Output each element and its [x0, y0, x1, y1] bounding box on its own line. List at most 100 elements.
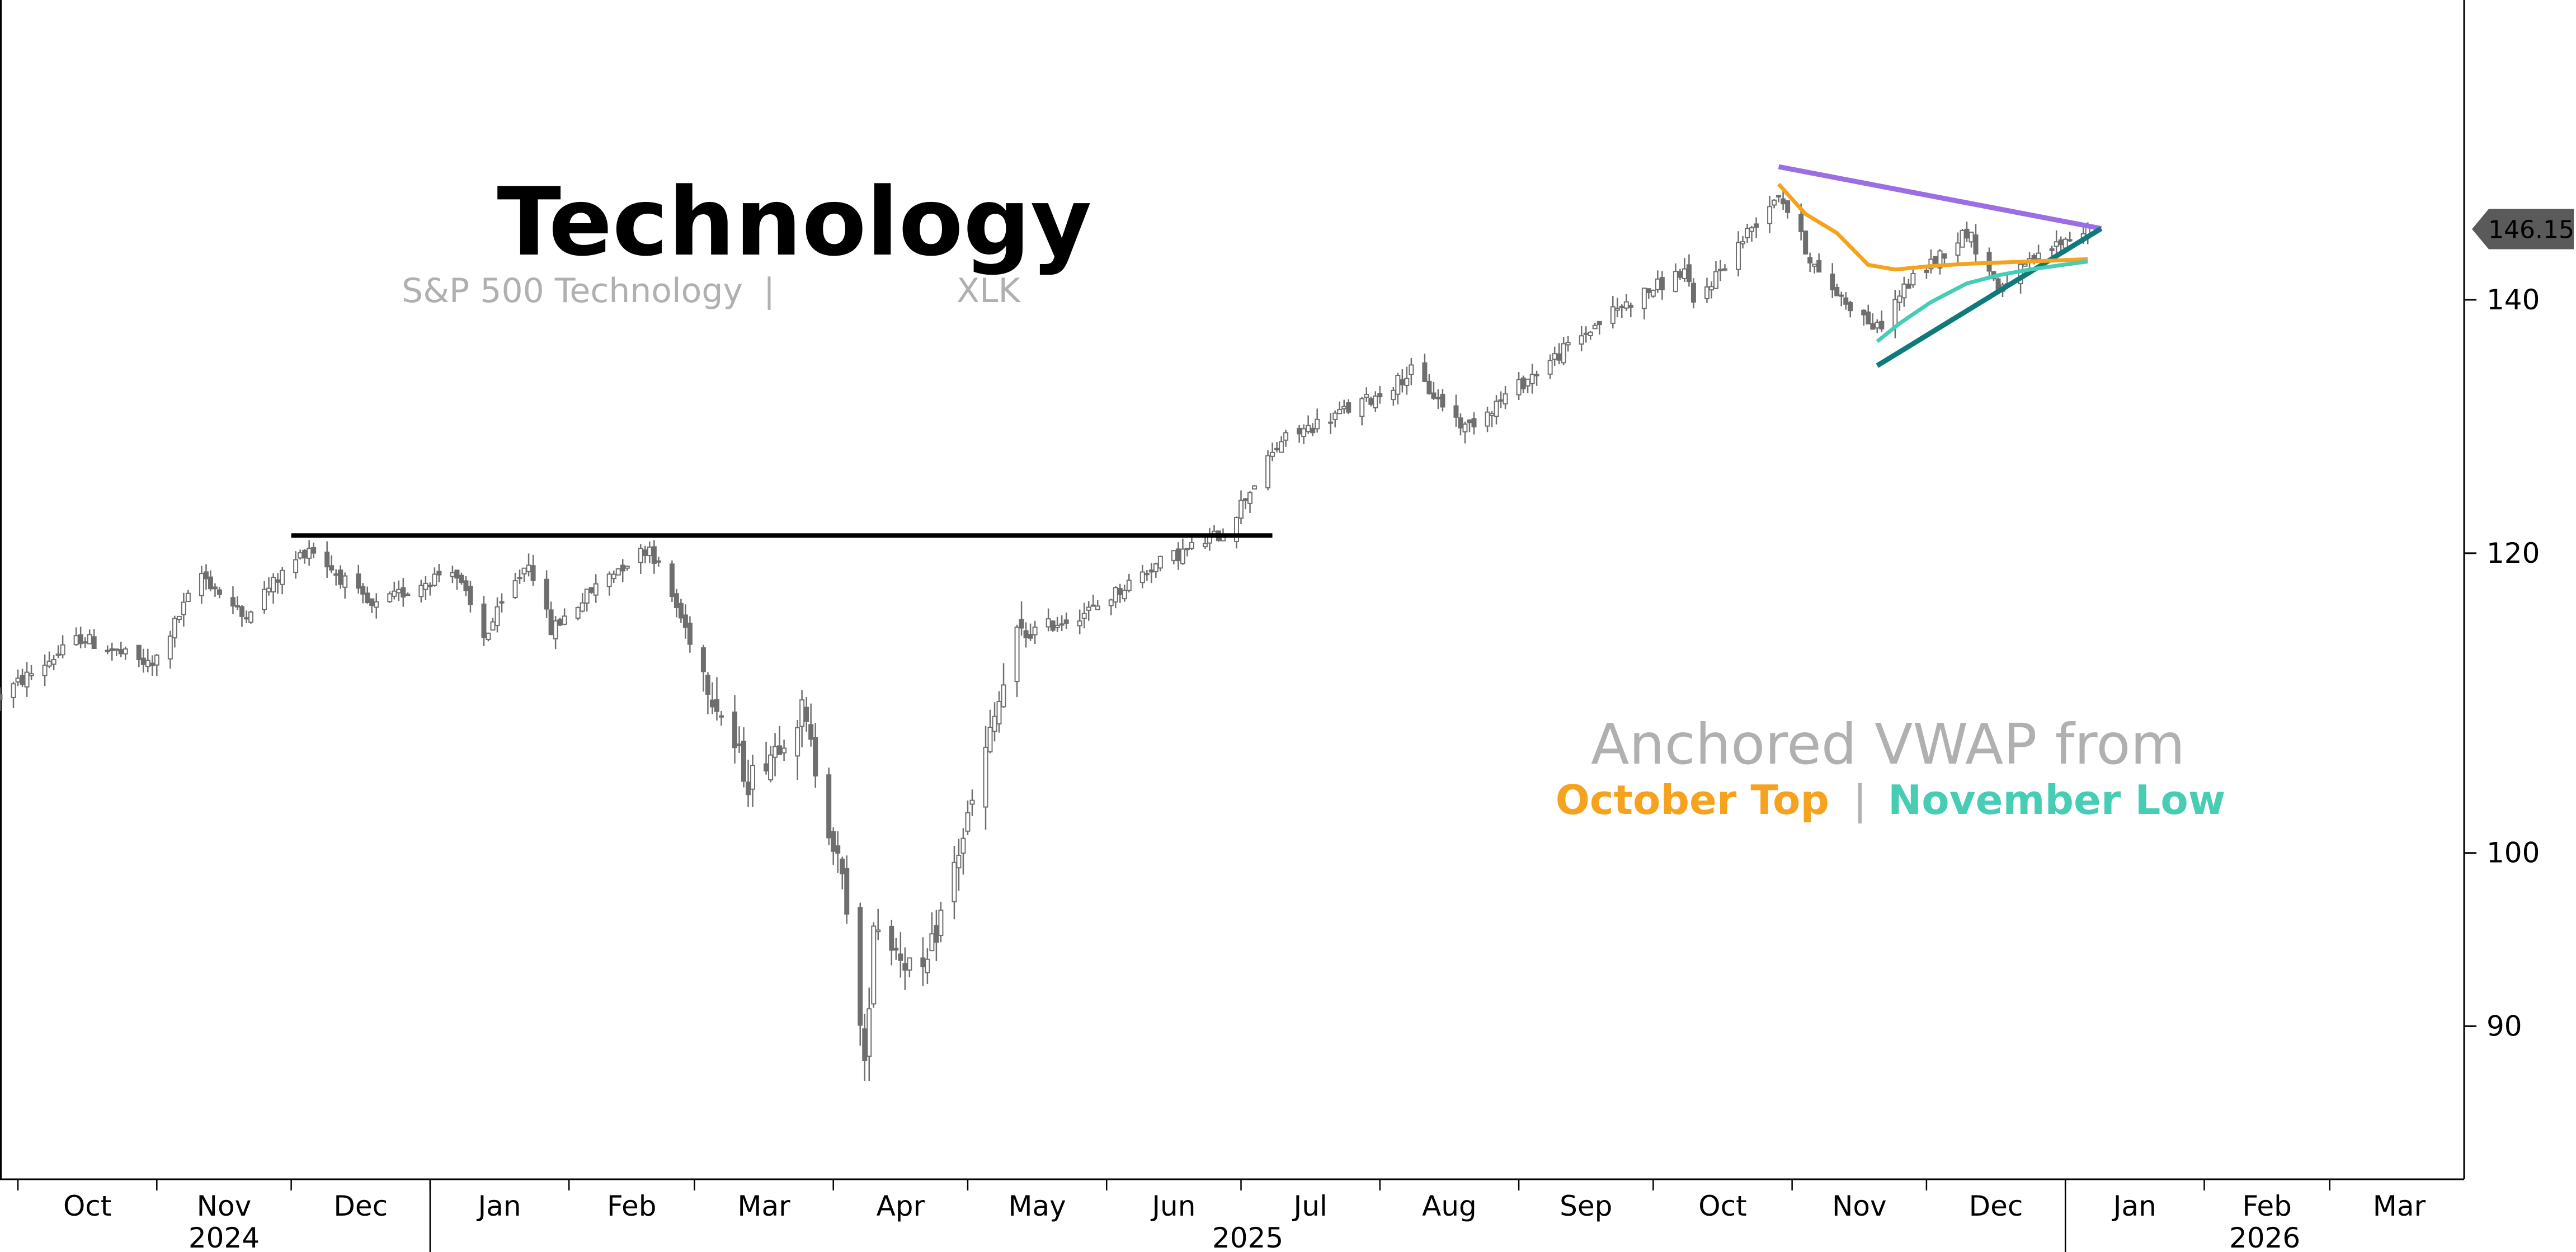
candle: [1754, 217, 1759, 238]
candle: [893, 938, 899, 960]
candle: [960, 828, 966, 875]
candle: [1310, 423, 1316, 436]
candle: [1614, 298, 1620, 317]
candle: [1046, 608, 1051, 632]
candle: [1494, 395, 1499, 425]
candle: [920, 937, 926, 986]
candle: [1489, 411, 1495, 427]
candle: [624, 565, 630, 571]
candle: [145, 648, 150, 672]
candle: [60, 635, 65, 658]
candle: [1032, 620, 1038, 644]
candle: [777, 726, 783, 755]
candle: [1153, 562, 1159, 578]
candle: [55, 645, 61, 658]
candle: [764, 741, 769, 775]
candle: [1830, 263, 1835, 298]
candle: [1306, 415, 1311, 434]
candle: [481, 596, 487, 646]
triangle-upper-line: [1778, 164, 2102, 231]
candle: [118, 642, 124, 657]
candle: [813, 723, 818, 788]
annotation-separator: |: [1853, 776, 1867, 824]
last-price-label: 146.15: [2488, 215, 2574, 244]
candle: [1175, 542, 1181, 570]
candle: [1870, 313, 1876, 330]
candle: [615, 568, 621, 576]
candle: [1485, 406, 1490, 432]
candle: [1520, 375, 1526, 393]
trend-lines: [291, 164, 2103, 538]
candle: [459, 572, 464, 585]
candle: [1960, 228, 1965, 248]
candle: [1265, 450, 1271, 491]
candle: [212, 583, 218, 597]
candle: [154, 654, 159, 676]
candle: [831, 827, 836, 865]
x-month-label: Oct: [1698, 1190, 1746, 1222]
candle: [167, 630, 173, 669]
candle: [307, 540, 312, 566]
candle: [1122, 584, 1127, 602]
x-month-label: Mar: [2373, 1190, 2426, 1222]
candle: [1431, 382, 1437, 400]
candle: [858, 902, 863, 1046]
candle: [1180, 538, 1185, 565]
candle: [1740, 236, 1746, 249]
candle: [262, 581, 267, 614]
candle: [992, 702, 997, 742]
candle: [799, 690, 805, 747]
candle: [1713, 261, 1718, 289]
candle: [1373, 391, 1378, 412]
candle: [1440, 389, 1445, 412]
candle: [1081, 603, 1087, 629]
candle: [0, 687, 3, 711]
candle: [840, 856, 845, 889]
candle: [1086, 601, 1091, 621]
candle: [1973, 224, 1979, 265]
candle: [468, 581, 473, 613]
candle: [682, 604, 688, 639]
y-tick-label: 90: [2486, 1010, 2522, 1042]
candle: [1211, 525, 1217, 534]
candle: [593, 574, 599, 603]
candle: [208, 570, 213, 591]
candle: [588, 587, 594, 594]
candle: [1641, 288, 1647, 320]
candle: [432, 567, 437, 587]
candle: [1028, 623, 1033, 641]
candle: [1812, 263, 1817, 274]
candle: [1364, 387, 1369, 402]
candle: [512, 573, 518, 599]
candle: [1924, 268, 1929, 279]
x-month-label: Feb: [2242, 1190, 2292, 1222]
candle: [1803, 230, 1809, 255]
candle: [1503, 386, 1508, 410]
candle: [1279, 436, 1284, 453]
candle: [499, 593, 505, 613]
candle: [1422, 354, 1428, 383]
candle: [91, 629, 97, 649]
candle: [1054, 616, 1060, 632]
x-year-label: 2025: [1212, 1222, 1283, 1252]
candle: [521, 567, 527, 582]
candle: [674, 589, 679, 618]
candle: [454, 569, 460, 590]
candle: [1207, 528, 1212, 551]
candle: [1108, 599, 1114, 615]
candle: [2036, 244, 2041, 260]
candle: [1404, 366, 1410, 395]
candlestick-series: [0, 188, 2090, 1081]
candle: [1534, 370, 1539, 386]
candle: [714, 677, 719, 721]
candle: [678, 599, 684, 623]
candle: [1597, 321, 1602, 335]
candle: [401, 578, 406, 607]
candle: [1395, 373, 1401, 404]
candle: [1704, 277, 1710, 303]
candle: [656, 557, 661, 567]
candle: [1969, 232, 1974, 248]
candle: [835, 831, 841, 873]
candle: [965, 800, 971, 835]
candle: [669, 560, 675, 603]
